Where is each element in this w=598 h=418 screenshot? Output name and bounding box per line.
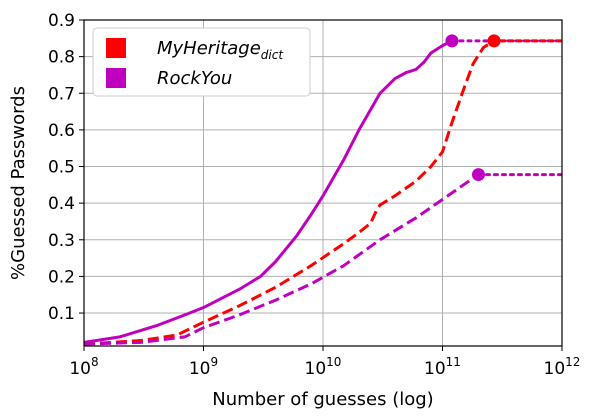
y-tick-label: 0.7	[48, 84, 75, 104]
series-endpoint-marker-2	[487, 34, 501, 48]
series-endpoint-marker-4	[471, 168, 485, 182]
x-tick-exponent: 9	[211, 355, 219, 369]
y-tick-label: 0.8	[48, 48, 75, 68]
legend-label-subscript: dict	[261, 48, 285, 62]
series-layer	[84, 34, 562, 346]
series-line-2	[84, 39, 495, 346]
x-tick-base: 10	[189, 359, 211, 379]
x-tick-exponent: 11	[446, 355, 461, 369]
legend-label-myheritage: MyHeritagedict	[157, 38, 284, 62]
x-tick-exponent: 8	[91, 355, 99, 369]
legend-swatch-myheritage	[106, 38, 126, 58]
series-line-4	[84, 173, 480, 346]
legend-box	[92, 27, 311, 97]
x-tick-label: 1010	[305, 355, 342, 379]
x-tick-base: 10	[305, 359, 327, 379]
series-group	[84, 39, 562, 346]
y-tick-label: 0.1	[48, 304, 75, 324]
x-tick-label: 1012	[544, 355, 581, 379]
x-tick-label: 1011	[424, 355, 461, 379]
y-tick-label: 0.9	[48, 11, 75, 31]
y-axis-label: %Guessed Passwords	[8, 86, 29, 280]
x-tick-exponent: 10	[326, 355, 341, 369]
x-tick-exponent: 12	[565, 355, 580, 369]
x-axis-label: Number of guesses (log)	[212, 389, 433, 410]
x-tick-base: 10	[69, 359, 91, 379]
y-tick-label: 0.6	[48, 121, 75, 141]
legend-label-rockyou: RockYou	[157, 68, 232, 89]
legend-label-main: MyHeritage	[157, 38, 261, 59]
x-tick-base: 10	[424, 359, 446, 379]
y-tick-label: 0.5	[48, 158, 75, 178]
y-tick-label: 0.3	[48, 231, 75, 251]
x-tick-label: 108	[69, 355, 98, 379]
legend: MyHeritagedict RockYou	[92, 27, 311, 97]
y-tick-label: 0.4	[48, 194, 75, 214]
x-axis-ticks: 108 109 1010 1011 1012	[69, 346, 580, 379]
x-tick-label: 109	[189, 355, 218, 379]
y-axis-ticks: 0.1 0.2 0.3 0.4 0.5 0.6 0.7 0.8 0.9	[48, 11, 84, 324]
x-tick-base: 10	[544, 359, 566, 379]
series-endpoint-marker-0	[445, 34, 459, 48]
series-line-0	[84, 39, 453, 344]
legend-swatch-rockyou	[106, 68, 126, 88]
y-tick-label: 0.2	[48, 267, 75, 287]
